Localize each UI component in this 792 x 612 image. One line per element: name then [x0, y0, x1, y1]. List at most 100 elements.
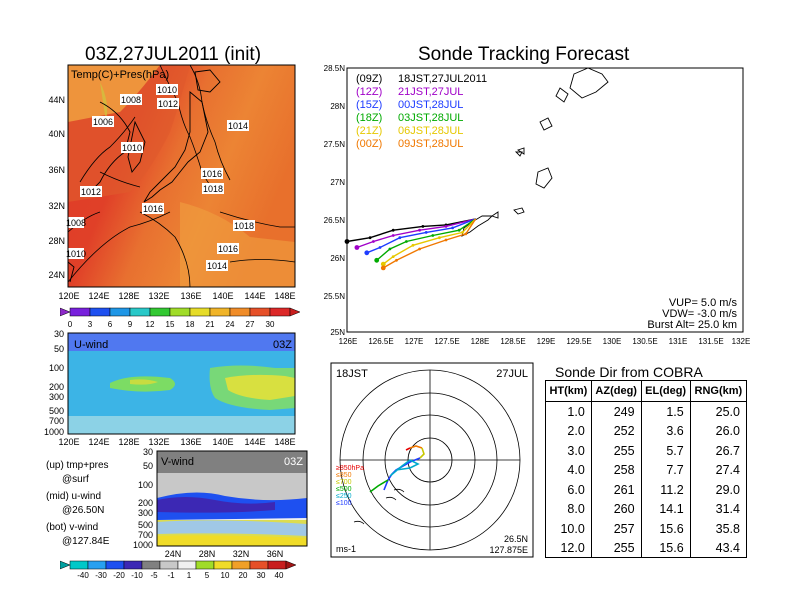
svg-text:1006: 1006 — [93, 117, 113, 127]
main-lon-127e: 127E — [405, 337, 424, 346]
lat-tick-28n: 28N — [48, 236, 65, 246]
track-point-0-4 — [368, 236, 372, 240]
table-row: 2.0 252 3.6 26.0 — [546, 421, 746, 441]
run-code-21z: (21Z) — [356, 125, 382, 137]
table-row: 8.0 260 14.1 31.4 — [546, 499, 746, 519]
track-layer — [344, 218, 477, 271]
temp-cb-0: 0 — [68, 320, 73, 329]
wind-cb-20: 20 — [239, 571, 248, 580]
svg-text:1018: 1018 — [203, 184, 223, 194]
sonde-tracking-plot: 28.5N 28N 27.5N 27N 26.5N 26N 25.5N 25N … — [324, 64, 751, 346]
u-lon-128e: 128E — [118, 437, 139, 447]
pressure-label-2: 1008 — [120, 94, 142, 105]
table-row: 4.0 258 7.7 27.4 — [546, 460, 746, 480]
direction-table: HT(km) AZ(deg) EL(deg) RNG(km) 1.0 249 1.5… — [546, 381, 746, 558]
lon-tick-136e: 136E — [180, 291, 201, 301]
wind-cb-30: 30 — [257, 571, 266, 580]
track-line-1 — [356, 218, 476, 249]
track-point-3-1 — [457, 228, 461, 232]
hodograph: 18JST 27JUL ≥850hPa ≤850 ≤700 ≤500 ≤250 … — [330, 362, 534, 558]
temp-cb-12: 12 — [146, 320, 155, 329]
hodo-lat: 26.5N — [504, 534, 528, 544]
lon-tick-132e: 132E — [148, 291, 169, 301]
table-row: 3.0 255 5.7 26.7 — [546, 441, 746, 461]
svg-text:1014: 1014 — [207, 261, 227, 271]
main-lon-131e: 131E — [669, 337, 688, 346]
track-line-5 — [382, 218, 477, 269]
track-point-0-2 — [421, 225, 425, 228]
u-p-tick-100: 100 — [49, 363, 64, 373]
main-lat-27n: 27N — [330, 178, 345, 187]
pressure-label-4: 1006 — [92, 116, 114, 127]
track-point-3-2 — [431, 234, 435, 237]
wind-cb-m30: -30 — [95, 571, 107, 580]
v-p-tick-50: 50 — [143, 461, 153, 471]
vdw-label: VDW= -3.0 m/s — [662, 308, 737, 320]
u-p-tick-300: 300 — [49, 392, 64, 402]
lon-tick-140e: 140E — [212, 291, 233, 301]
track-line-4 — [382, 218, 477, 265]
lon-tick-148e: 148E — [274, 291, 295, 301]
svg-text:1016: 1016 — [202, 169, 222, 179]
run-time-09z: 18JST,27JUL2011 — [398, 73, 487, 85]
hodo-level-500: ≤500 — [336, 486, 352, 493]
track-point-1-2 — [418, 228, 421, 232]
v-p-tick-200: 200 — [138, 498, 153, 508]
direction-table-box: HT(km) AZ(deg) EL(deg) RNG(km) 1.0 249 1.5… — [545, 380, 747, 558]
u-p-tick-700: 700 — [49, 416, 64, 426]
track-point-0-5 — [344, 239, 350, 244]
temp-cb-18: 18 — [186, 320, 195, 329]
table-row: 1.0 249 1.5 25.0 — [546, 401, 746, 422]
svg-text:1008: 1008 — [66, 218, 86, 228]
v-p-tick-1000: 1000 — [133, 540, 153, 550]
track-point-2-1 — [451, 226, 454, 230]
v-wind-label: V-wind — [161, 456, 194, 468]
note-bot2: @127.84E — [62, 536, 110, 547]
u-p-tick-30: 30 — [54, 329, 64, 339]
track-point-4-2 — [438, 236, 441, 240]
header-rng: RNG(km) — [690, 381, 746, 402]
pressure-label-11: 1018 — [233, 220, 255, 231]
main-lon-129e: 129E — [537, 337, 556, 346]
main-lat-28n: 28N — [330, 102, 345, 111]
u-lon-120e: 120E — [58, 437, 79, 447]
main-lat-26n: 26N — [330, 254, 345, 263]
hodo-lon: 127.875E — [489, 545, 528, 555]
main-chart-title: Sonde Tracking Forecast — [418, 44, 630, 65]
lat-tick-40n: 40N — [48, 129, 65, 139]
track-point-1-4 — [372, 240, 375, 243]
u-lon-132e: 132E — [148, 437, 169, 447]
main-lon-127-5e: 127.5E — [434, 337, 459, 346]
svg-text:1010: 1010 — [66, 249, 86, 259]
lon-tick-124e: 124E — [88, 291, 109, 301]
u-wind-label: U-wind — [74, 339, 108, 351]
island-amami — [569, 67, 609, 99]
lat-tick-32n: 32N — [48, 201, 65, 211]
v-lat-32n: 32N — [233, 549, 250, 559]
pressure-label-13: 1016 — [217, 243, 239, 254]
table-row: 10.0 257 15.6 35.8 — [546, 519, 746, 539]
svg-text:1012: 1012 — [81, 187, 101, 197]
u-lon-124e: 124E — [88, 437, 109, 447]
svg-text:1008: 1008 — [121, 95, 141, 105]
run-time-18z: 03JST,28JUL — [398, 112, 463, 124]
run-code-09z: (09Z) — [356, 73, 382, 85]
v-p-tick-100: 100 — [138, 480, 153, 490]
temp-cb-24: 24 — [226, 320, 235, 329]
table-row: 6.0 261 11.2 29.0 — [546, 480, 746, 500]
track-line-3 — [376, 218, 477, 261]
track-point-2-2 — [424, 231, 428, 234]
left-map-title: 03Z,27JUL2011 (init) — [85, 44, 262, 65]
lon-tick-128e: 128E — [118, 291, 139, 301]
main-lat-28-5n: 28.5N — [324, 64, 346, 73]
u-p-tick-50: 50 — [54, 344, 64, 354]
svg-text:1010: 1010 — [122, 143, 142, 153]
track-point-2-3 — [398, 236, 402, 240]
svg-text:1012: 1012 — [158, 99, 178, 109]
main-lat-25n: 25N — [330, 328, 345, 337]
svg-text:1018: 1018 — [234, 221, 254, 231]
pressure-label-3: 1012 — [157, 98, 179, 109]
hodo-date: 27JUL — [496, 368, 528, 380]
hodo-level-100: ≤100 — [336, 500, 352, 507]
hodo-time: 18JST — [336, 368, 368, 380]
